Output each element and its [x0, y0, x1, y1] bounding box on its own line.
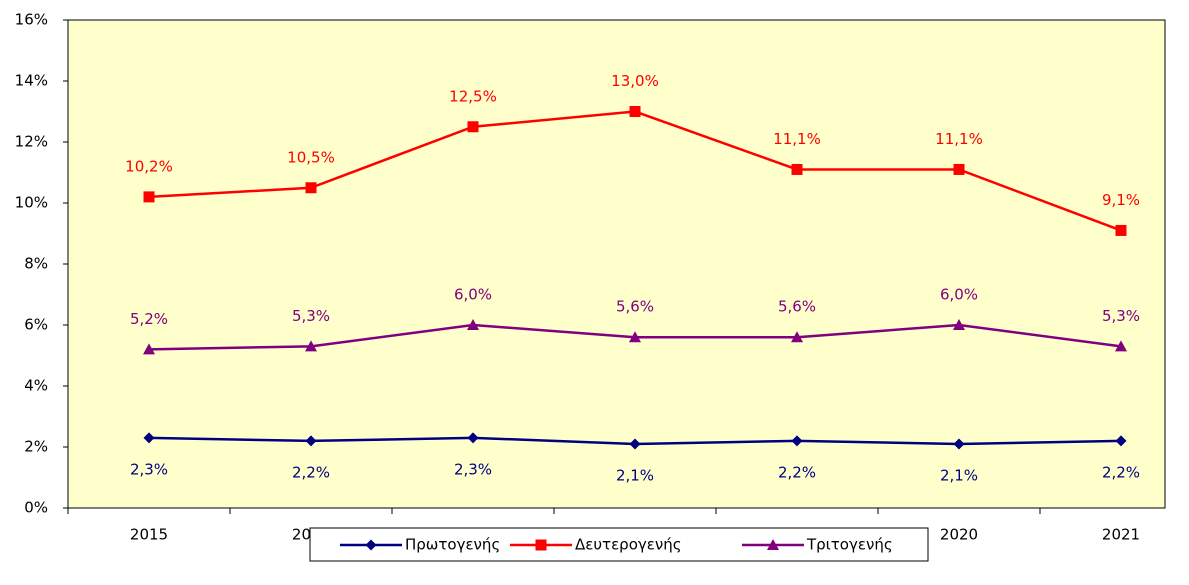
data-point [1115, 340, 1127, 352]
data-point [953, 438, 965, 450]
data-label: 6,0% [454, 286, 492, 304]
legend-label: Τριτογενής [806, 536, 893, 554]
y-tick-label: 14% [15, 72, 48, 90]
data-point [467, 121, 479, 133]
data-label: 11,1% [935, 130, 983, 148]
data-point [629, 438, 641, 450]
y-tick-label: 12% [15, 133, 48, 151]
data-point [305, 435, 317, 447]
data-label: 5,3% [292, 307, 330, 325]
data-point [953, 163, 965, 175]
data-point [1115, 224, 1127, 236]
data-point [953, 319, 965, 330]
data-label: 2,3% [454, 460, 492, 478]
data-point [305, 340, 317, 352]
data-label: 2,2% [292, 463, 330, 481]
data-label: 11,1% [773, 130, 821, 148]
data-label: 9,1% [1102, 191, 1140, 209]
plot-area [67, 19, 1166, 509]
data-label: 6,0% [940, 286, 978, 304]
data-point [305, 182, 317, 194]
data-point [143, 432, 155, 444]
data-label: 5,3% [1102, 307, 1140, 325]
data-label: 13,0% [611, 72, 659, 90]
y-tick-label: 8% [24, 255, 48, 273]
legend [309, 527, 929, 562]
data-label: 2,2% [1102, 463, 1140, 481]
y-tick-label: 0% [24, 499, 48, 517]
x-tick-label: 2020 [940, 526, 978, 544]
data-label: 2,3% [130, 460, 168, 478]
data-point [467, 432, 479, 444]
y-tick-label: 16% [15, 11, 48, 29]
data-point [629, 331, 641, 343]
data-label: 5,2% [130, 310, 168, 328]
y-tick-label: 2% [24, 438, 48, 456]
data-point [1115, 435, 1127, 447]
y-tick-label: 6% [24, 316, 48, 334]
x-tick-label: 2015 [130, 526, 168, 544]
data-label: 2,1% [616, 466, 654, 484]
x-tick-label: 2021 [1102, 526, 1140, 544]
data-point [791, 435, 803, 447]
data-point [791, 331, 803, 343]
data-label: 2,2% [778, 463, 816, 481]
data-point [143, 191, 155, 203]
legend-label: Πρωτογενής [405, 536, 500, 554]
data-point [467, 319, 479, 330]
data-label: 5,6% [778, 298, 816, 316]
data-label: 2,1% [940, 466, 978, 484]
data-label: 12,5% [449, 87, 497, 105]
legend-marker [767, 539, 779, 550]
data-point [791, 163, 803, 175]
data-point [143, 343, 155, 355]
legend-marker [535, 539, 547, 551]
y-tick-label: 10% [15, 194, 48, 212]
data-point [629, 106, 641, 117]
y-tick-label: 4% [24, 377, 48, 395]
legend-label: Δευτερογενής [575, 536, 682, 554]
data-label: 10,2% [125, 157, 173, 175]
data-label: 10,5% [287, 148, 335, 166]
data-label: 5,6% [616, 298, 654, 316]
legend-marker [365, 539, 377, 551]
